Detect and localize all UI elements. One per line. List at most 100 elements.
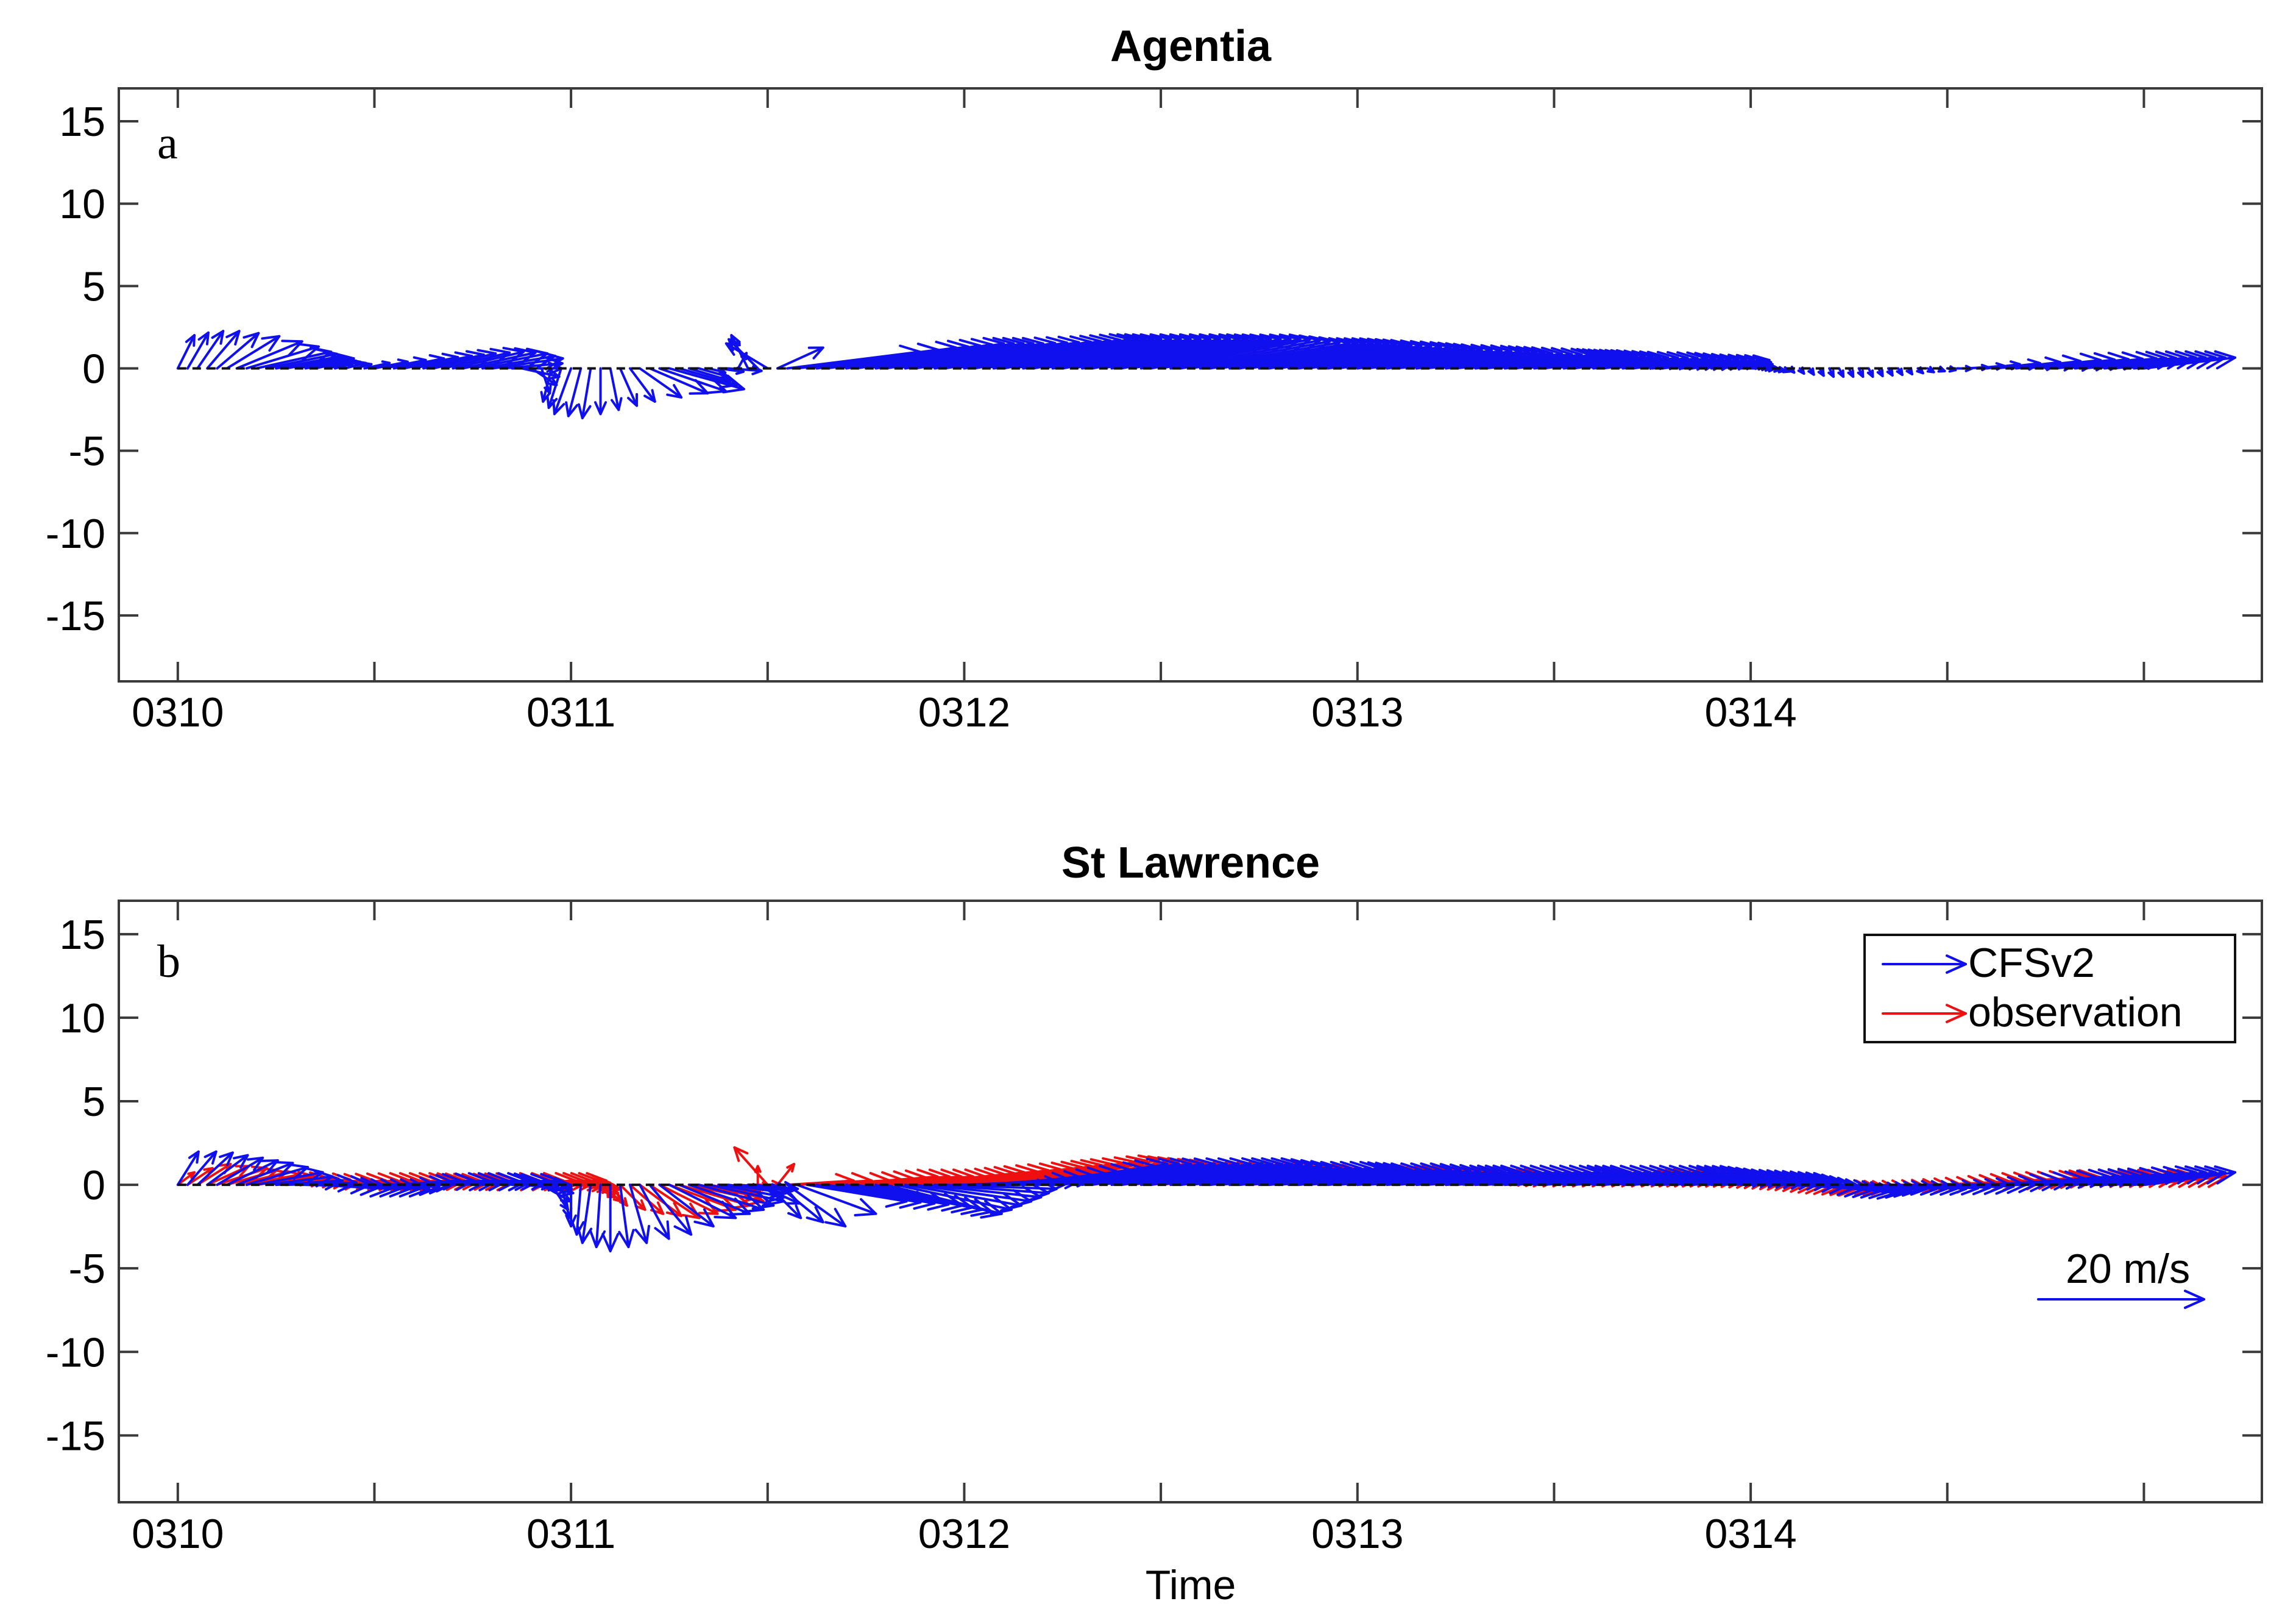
x-tick-label: 0311 xyxy=(526,689,615,736)
wind-vector-cfsv2 xyxy=(576,1184,593,1244)
wind-vector-observation xyxy=(639,1184,683,1218)
legend-arrow-cfsv2 xyxy=(1882,954,1967,974)
scale-arrow xyxy=(2037,1290,2205,1309)
wind-vector-cfsv2 xyxy=(593,367,608,416)
y-tick-label: 0 xyxy=(82,1162,105,1209)
x-axis-label: Time xyxy=(1146,1562,1236,1608)
axis-ticks-st-lawrence: 15 10 5 0 -5 -10 -15 0310 0311 0312 0313 0314 xyxy=(46,901,2262,1557)
y-tick-label: -5 xyxy=(69,1246,105,1292)
wind-vector-cfsv2 xyxy=(1857,367,1865,378)
wind-vector-cfsv2 xyxy=(668,1184,737,1219)
wind-vector-cfsv2 xyxy=(2123,1165,2217,1187)
axis-ticks-agentia: 15 10 5 0 -5 -10 -15 0310 0311 0312 0313 0314 xyxy=(46,88,2262,736)
x-tick-label: 0310 xyxy=(132,689,224,736)
wind-vector-cfsv2 xyxy=(1866,367,1874,378)
wind-vector-cfsv2 xyxy=(1926,366,1935,374)
wind-vector-cfsv2 xyxy=(648,1184,693,1236)
wind-vector-cfsv2 xyxy=(658,1184,715,1228)
arrow-layer-agentia xyxy=(176,330,2237,420)
wind-vector-cfsv2 xyxy=(776,1184,824,1224)
wind-vector-cfsv2 xyxy=(1896,367,1904,377)
x-tick-label: 0310 xyxy=(132,1511,224,1557)
wind-vector-cfsv2 xyxy=(206,1154,249,1187)
y-tick-label: -5 xyxy=(69,428,105,475)
wind-vector-cfsv2 xyxy=(725,342,769,370)
y-tick-label: 15 xyxy=(59,99,105,145)
y-tick-label: 5 xyxy=(82,1079,105,1125)
wind-vector-cfsv2 xyxy=(2133,1165,2227,1187)
wind-vector-observation xyxy=(733,1146,769,1187)
wind-vector-cfsv2 xyxy=(786,1184,847,1228)
x-tick-label: 0311 xyxy=(526,1511,615,1557)
scale-reference: 20 m/s xyxy=(2037,1246,2205,1309)
wind-vector-cfsv2 xyxy=(796,1184,877,1216)
wind-vector-cfsv2 xyxy=(1797,366,1805,375)
wind-vector-observation xyxy=(176,1171,196,1187)
wind-vector-cfsv2 xyxy=(225,1159,279,1187)
legend: CFSv2 observation xyxy=(1863,934,2236,1043)
wind-vector-cfsv2 xyxy=(552,367,573,416)
wind-vector-cfsv2 xyxy=(216,332,260,370)
wind-vector-cfsv2 xyxy=(618,1184,635,1249)
panel-st-lawrence: St Lawrence 15 10 5 0 -5 -10 -15 0310 0311 0312 03… xyxy=(46,839,2263,1608)
y-tick-label: -15 xyxy=(46,593,105,639)
x-tick-label: 0312 xyxy=(918,1511,1010,1557)
plot-frame-agentia xyxy=(118,87,2263,683)
x-tick-label: 0314 xyxy=(1704,1511,1796,1557)
wind-vector-cfsv2 xyxy=(2142,350,2237,370)
y-tick-label: -10 xyxy=(46,1329,105,1375)
wind-vector-cfsv2 xyxy=(206,330,241,370)
wind-vector-cfsv2 xyxy=(196,1151,234,1187)
wind-vector-cfsv2 xyxy=(245,1163,310,1187)
wind-vector-cfsv2 xyxy=(2142,1165,2237,1187)
panel-agentia: Agentia 15 10 5 0 -5 -10 -15 0310 0311 0312 0313 03… xyxy=(46,22,2263,736)
wind-vector-cfsv2 xyxy=(565,367,583,417)
scale-arrow xyxy=(2037,1290,2205,1309)
wind-vector-cfsv2 xyxy=(923,1184,1043,1205)
x-tick-label: 0313 xyxy=(1311,1511,1403,1557)
y-tick-label: 0 xyxy=(82,346,105,392)
wind-vector-cfsv2 xyxy=(1847,367,1855,378)
wind-vector-cfsv2 xyxy=(609,367,623,411)
x-tick-label: 0314 xyxy=(1704,689,1796,736)
wind-vector-cfsv2 xyxy=(1876,367,1884,378)
wind-vector-cfsv2 xyxy=(235,1161,294,1187)
wind-vector-cfsv2 xyxy=(196,330,225,370)
wind-vector-cfsv2 xyxy=(1837,367,1845,378)
y-tick-label: 10 xyxy=(59,181,105,227)
wind-vector-cfsv2 xyxy=(176,334,196,370)
wind-vector-cfsv2 xyxy=(601,1184,620,1252)
wind-vector-cfsv2 xyxy=(186,1150,218,1187)
y-tick-label: -15 xyxy=(46,1413,105,1459)
y-tick-label: 5 xyxy=(82,263,105,310)
wind-vector-cfsv2 xyxy=(1807,367,1815,376)
plot-frame-st-lawrence xyxy=(118,900,2263,1503)
panel-letter-b: b xyxy=(157,936,180,987)
wind-vector-cfsv2 xyxy=(235,339,303,370)
y-tick-label: 15 xyxy=(59,912,105,958)
legend-box xyxy=(1863,934,2236,1043)
wind-vector-cfsv2 xyxy=(678,1184,751,1216)
wind-vector-cfsv2 xyxy=(577,367,592,420)
wind-vector-cfsv2 xyxy=(2113,1165,2207,1187)
wind-vector-cfsv2 xyxy=(589,1184,606,1249)
y-tick-label: -10 xyxy=(46,511,105,557)
wind-vector-cfsv2 xyxy=(628,367,656,403)
legend-arrow-observation xyxy=(1882,1004,1967,1023)
wind-vector-cfsv2 xyxy=(639,367,683,399)
legend-label-cfsv2: CFSv2 xyxy=(1968,940,2095,986)
wind-vector-cfsv2 xyxy=(216,1156,264,1187)
wind-vector-cfsv2 xyxy=(225,335,281,370)
chart-title-agentia: Agentia xyxy=(1110,22,1272,71)
wind-vector-cfsv2 xyxy=(565,1184,577,1228)
panel-letter-a: a xyxy=(157,118,178,169)
wind-vector-cfsv2 xyxy=(176,1150,200,1187)
x-tick-label: 0313 xyxy=(1311,689,1403,736)
chart-title-st-lawrence: St Lawrence xyxy=(1061,839,1320,887)
legend-label-observation: observation xyxy=(1968,989,2183,1035)
wind-vector-cfsv2 xyxy=(639,1184,670,1240)
scale-label: 20 m/s xyxy=(2066,1246,2190,1292)
wind-vector-cfsv2 xyxy=(766,1184,803,1219)
legend-arrow-cfsv2 xyxy=(1882,954,1967,974)
